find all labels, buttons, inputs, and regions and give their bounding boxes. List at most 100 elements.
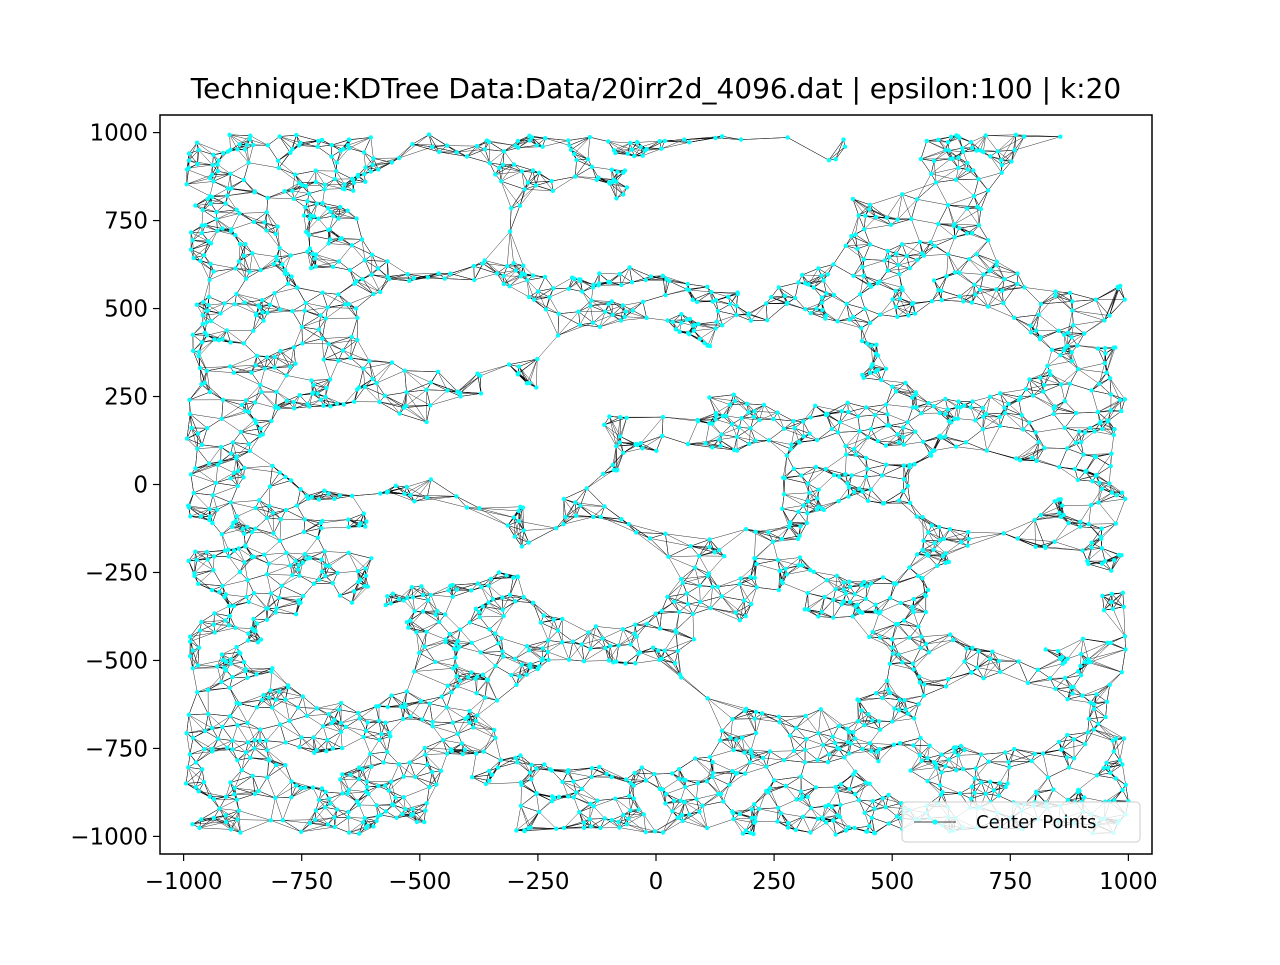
center-point (210, 749, 215, 754)
center-point (621, 450, 626, 455)
center-point (921, 693, 926, 698)
center-point (963, 440, 969, 445)
center-point (734, 434, 740, 440)
center-point (863, 455, 869, 461)
center-point (211, 152, 216, 157)
center-point (382, 393, 388, 398)
center-point (716, 547, 722, 553)
center-point (910, 661, 916, 666)
center-point (831, 818, 836, 823)
center-point (283, 507, 289, 513)
center-point (720, 414, 725, 419)
center-point (511, 261, 516, 266)
center-point (825, 760, 831, 765)
center-point (541, 613, 546, 618)
center-point (797, 555, 803, 560)
center-point (801, 434, 806, 439)
center-point (190, 822, 195, 827)
center-point (195, 431, 201, 436)
center-point (310, 785, 316, 790)
center-point (934, 765, 939, 770)
center-point (691, 637, 696, 642)
center-point (536, 170, 542, 175)
center-point (870, 799, 876, 804)
center-point (214, 507, 220, 512)
center-point (228, 500, 234, 505)
center-point (306, 496, 311, 501)
center-point (335, 570, 340, 576)
center-point (237, 211, 242, 216)
center-point (1034, 328, 1039, 333)
center-point (242, 300, 247, 305)
center-point (943, 684, 949, 689)
center-point (843, 828, 849, 833)
center-point (766, 530, 771, 535)
center-point (268, 818, 273, 823)
center-point (977, 287, 983, 292)
center-point (301, 529, 307, 535)
center-point (751, 414, 756, 419)
center-point (740, 831, 746, 836)
center-point (1102, 318, 1107, 323)
center-point (187, 752, 193, 757)
center-point (266, 561, 271, 566)
center-point (496, 641, 501, 646)
center-point (211, 622, 216, 627)
center-point (918, 735, 923, 741)
center-point (454, 150, 459, 155)
center-point (660, 414, 666, 420)
center-point (542, 274, 548, 280)
center-point (257, 727, 263, 732)
center-point (283, 763, 288, 768)
center-point (1057, 464, 1062, 470)
center-point (494, 698, 500, 703)
center-point (550, 188, 556, 193)
center-point (609, 167, 614, 172)
center-point (243, 543, 248, 548)
center-point (314, 201, 320, 206)
center-point (859, 708, 864, 713)
center-point (1073, 440, 1079, 445)
center-point (697, 336, 703, 342)
center-point (278, 348, 283, 354)
center-point (304, 713, 310, 718)
center-point (341, 402, 346, 407)
center-point (411, 276, 416, 281)
center-point (784, 572, 789, 577)
center-point (1096, 500, 1101, 505)
center-point (660, 830, 666, 835)
center-point (1070, 308, 1075, 313)
center-point (469, 588, 474, 593)
center-point (524, 644, 530, 649)
center-point (804, 736, 809, 742)
center-point (219, 652, 225, 657)
center-point (186, 165, 191, 171)
center-point (378, 491, 383, 496)
center-point (500, 162, 506, 167)
center-point (279, 583, 284, 588)
center-point (1071, 737, 1077, 742)
center-point (831, 292, 837, 298)
center-point (585, 157, 591, 162)
center-point (682, 137, 687, 142)
center-point (332, 176, 338, 182)
center-point (831, 597, 836, 603)
center-point (328, 209, 333, 214)
x-tick-label: −500 (388, 869, 451, 895)
center-point (650, 645, 656, 650)
center-point (704, 779, 710, 784)
center-point (606, 301, 611, 307)
center-point (383, 602, 388, 608)
center-point (199, 230, 205, 236)
center-point (1122, 297, 1127, 302)
center-point (675, 648, 680, 654)
center-point (264, 210, 269, 215)
center-point (234, 797, 240, 802)
center-point (985, 304, 991, 309)
center-point (1012, 147, 1017, 153)
center-point (334, 401, 340, 406)
center-point (194, 302, 199, 307)
center-point (267, 302, 273, 307)
center-point (320, 290, 325, 295)
center-point (363, 566, 368, 571)
